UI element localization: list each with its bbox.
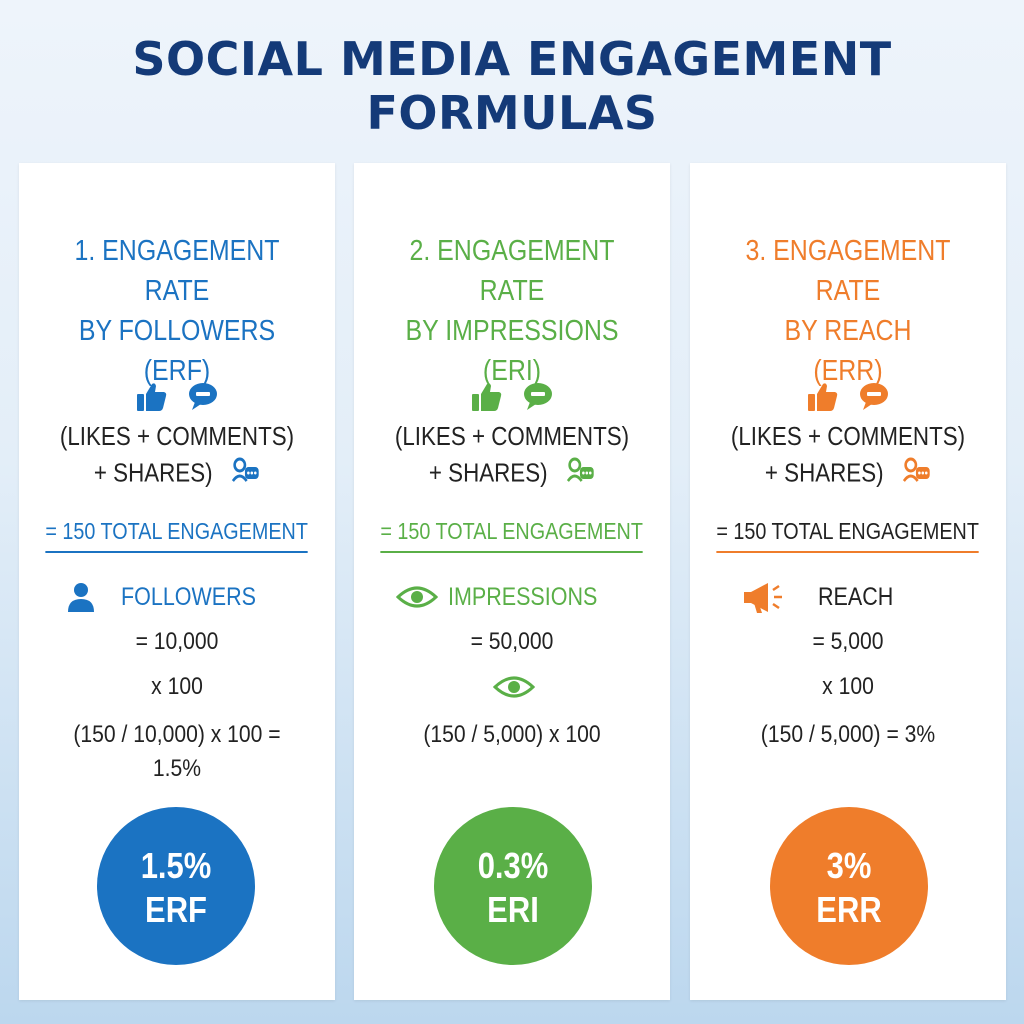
share-users-icon — [566, 457, 595, 492]
card-title: 3. ENGAGEMENT RATE BY REACH (ERR) — [712, 231, 984, 391]
formula-line-1: (LIKES + COMMENTS) — [59, 421, 295, 451]
eye-icon — [492, 673, 536, 705]
engagement-icons — [19, 381, 335, 417]
card-title-line-3: (ERF) — [143, 355, 211, 387]
result-value: 3% — [826, 845, 872, 886]
card-title-line-2: BY IMPRESSIONS — [405, 315, 619, 347]
formula-shares-text: + SHARES) — [428, 457, 548, 488]
formula-shares-text: + SHARES) — [93, 457, 213, 488]
metric-value: = 10,000 — [135, 628, 219, 655]
calculation-line-2: 1.5% — [152, 755, 202, 782]
metric-label: IMPRESSIONS — [448, 583, 598, 611]
card-title-line-1: 3. ENGAGEMENT RATE — [745, 235, 951, 307]
page-title: SOCIAL MEDIA ENGAGEMENT FORMULAS — [0, 32, 1024, 140]
result-circle: 3% ERR — [770, 807, 928, 965]
metric-row: IMPRESSIONS — [354, 581, 670, 617]
thumbs-up-icon — [470, 381, 504, 417]
eye-icon — [395, 583, 439, 615]
formula-shares-text: + SHARES) — [764, 457, 884, 488]
comment-icon — [187, 382, 219, 416]
metric-row: FOLLOWERS — [19, 581, 335, 617]
share-users-icon — [902, 457, 931, 492]
calculation-line-1: (150 / 5,000) = 3% — [760, 721, 936, 748]
calculation-line-1: (150 / 5,000) x 100 — [423, 721, 601, 748]
formula-line-2: + SHARES) — [712, 457, 984, 492]
card-title-line-3: (ERI) — [482, 355, 542, 387]
thumbs-up-icon — [806, 381, 840, 417]
page-title-line-2: FORMULAS — [366, 86, 658, 140]
multiplier: x 100 — [151, 673, 203, 700]
result-circle: 0.3% ERI — [434, 807, 592, 965]
formula-line-1: (LIKES + COMMENTS) — [394, 421, 630, 451]
total-engagement-text: = 150 TOTAL ENGAGEMENT — [716, 518, 980, 553]
card-engagement-rate-by-impressions: 2. ENGAGEMENT RATE BY IMPRESSIONS (ERI) … — [354, 163, 670, 1000]
metric-value: = 50,000 — [470, 628, 554, 655]
formula-line-2: + SHARES) — [41, 457, 313, 492]
total-engagement: = 150 TOTAL ENGAGEMENT — [690, 518, 1006, 553]
calculation-line-1: (150 / 10,000) x 100 = — [73, 721, 281, 748]
engagement-icons — [354, 381, 670, 417]
result-label: ERF — [145, 889, 207, 930]
comment-icon — [522, 382, 554, 416]
card-title-line-1: 2. ENGAGEMENT RATE — [409, 235, 615, 307]
result-value: 0.3% — [477, 845, 549, 886]
result-circle: 1.5% ERF — [97, 807, 255, 965]
result-label: ERI — [487, 889, 539, 930]
card-engagement-rate-by-reach: 3. ENGAGEMENT RATE BY REACH (ERR) (LIKES… — [690, 163, 1006, 1000]
person-icon — [67, 581, 95, 617]
total-engagement: = 150 TOTAL ENGAGEMENT — [354, 518, 670, 553]
comment-icon — [858, 382, 890, 416]
metric-label: FOLLOWERS — [121, 583, 257, 611]
multiplier: x 100 — [822, 673, 874, 700]
formula-line-1: (LIKES + COMMENTS) — [730, 421, 966, 451]
card-title-line-2: BY REACH — [784, 315, 912, 347]
card-title-line-1: 1. ENGAGEMENT RATE — [74, 235, 280, 307]
card-title: 1. ENGAGEMENT RATE BY FOLLOWERS (ERF) — [41, 231, 313, 391]
engagement-icons — [690, 381, 1006, 417]
total-engagement-text: = 150 TOTAL ENGAGEMENT — [380, 518, 644, 553]
total-engagement: = 150 TOTAL ENGAGEMENT — [19, 518, 335, 553]
metric-label: REACH — [818, 583, 894, 611]
metric-value: = 5,000 — [812, 628, 884, 655]
share-users-icon — [231, 457, 260, 492]
metric-row: REACH — [690, 581, 1006, 617]
formula-line-2: + SHARES) — [376, 457, 648, 492]
card-title: 2. ENGAGEMENT RATE BY IMPRESSIONS (ERI) — [376, 231, 648, 391]
card-title-line-3: (ERR) — [813, 355, 883, 387]
card-title-line-2: BY FOLLOWERS — [78, 315, 276, 347]
total-engagement-text: = 150 TOTAL ENGAGEMENT — [45, 518, 309, 553]
result-label: ERR — [816, 889, 882, 930]
card-engagement-rate-by-followers: 1. ENGAGEMENT RATE BY FOLLOWERS (ERF) (L… — [19, 163, 335, 1000]
thumbs-up-icon — [135, 381, 169, 417]
page-title-line-1: SOCIAL MEDIA ENGAGEMENT — [132, 32, 892, 86]
megaphone-icon — [742, 581, 786, 619]
result-value: 1.5% — [140, 845, 212, 886]
